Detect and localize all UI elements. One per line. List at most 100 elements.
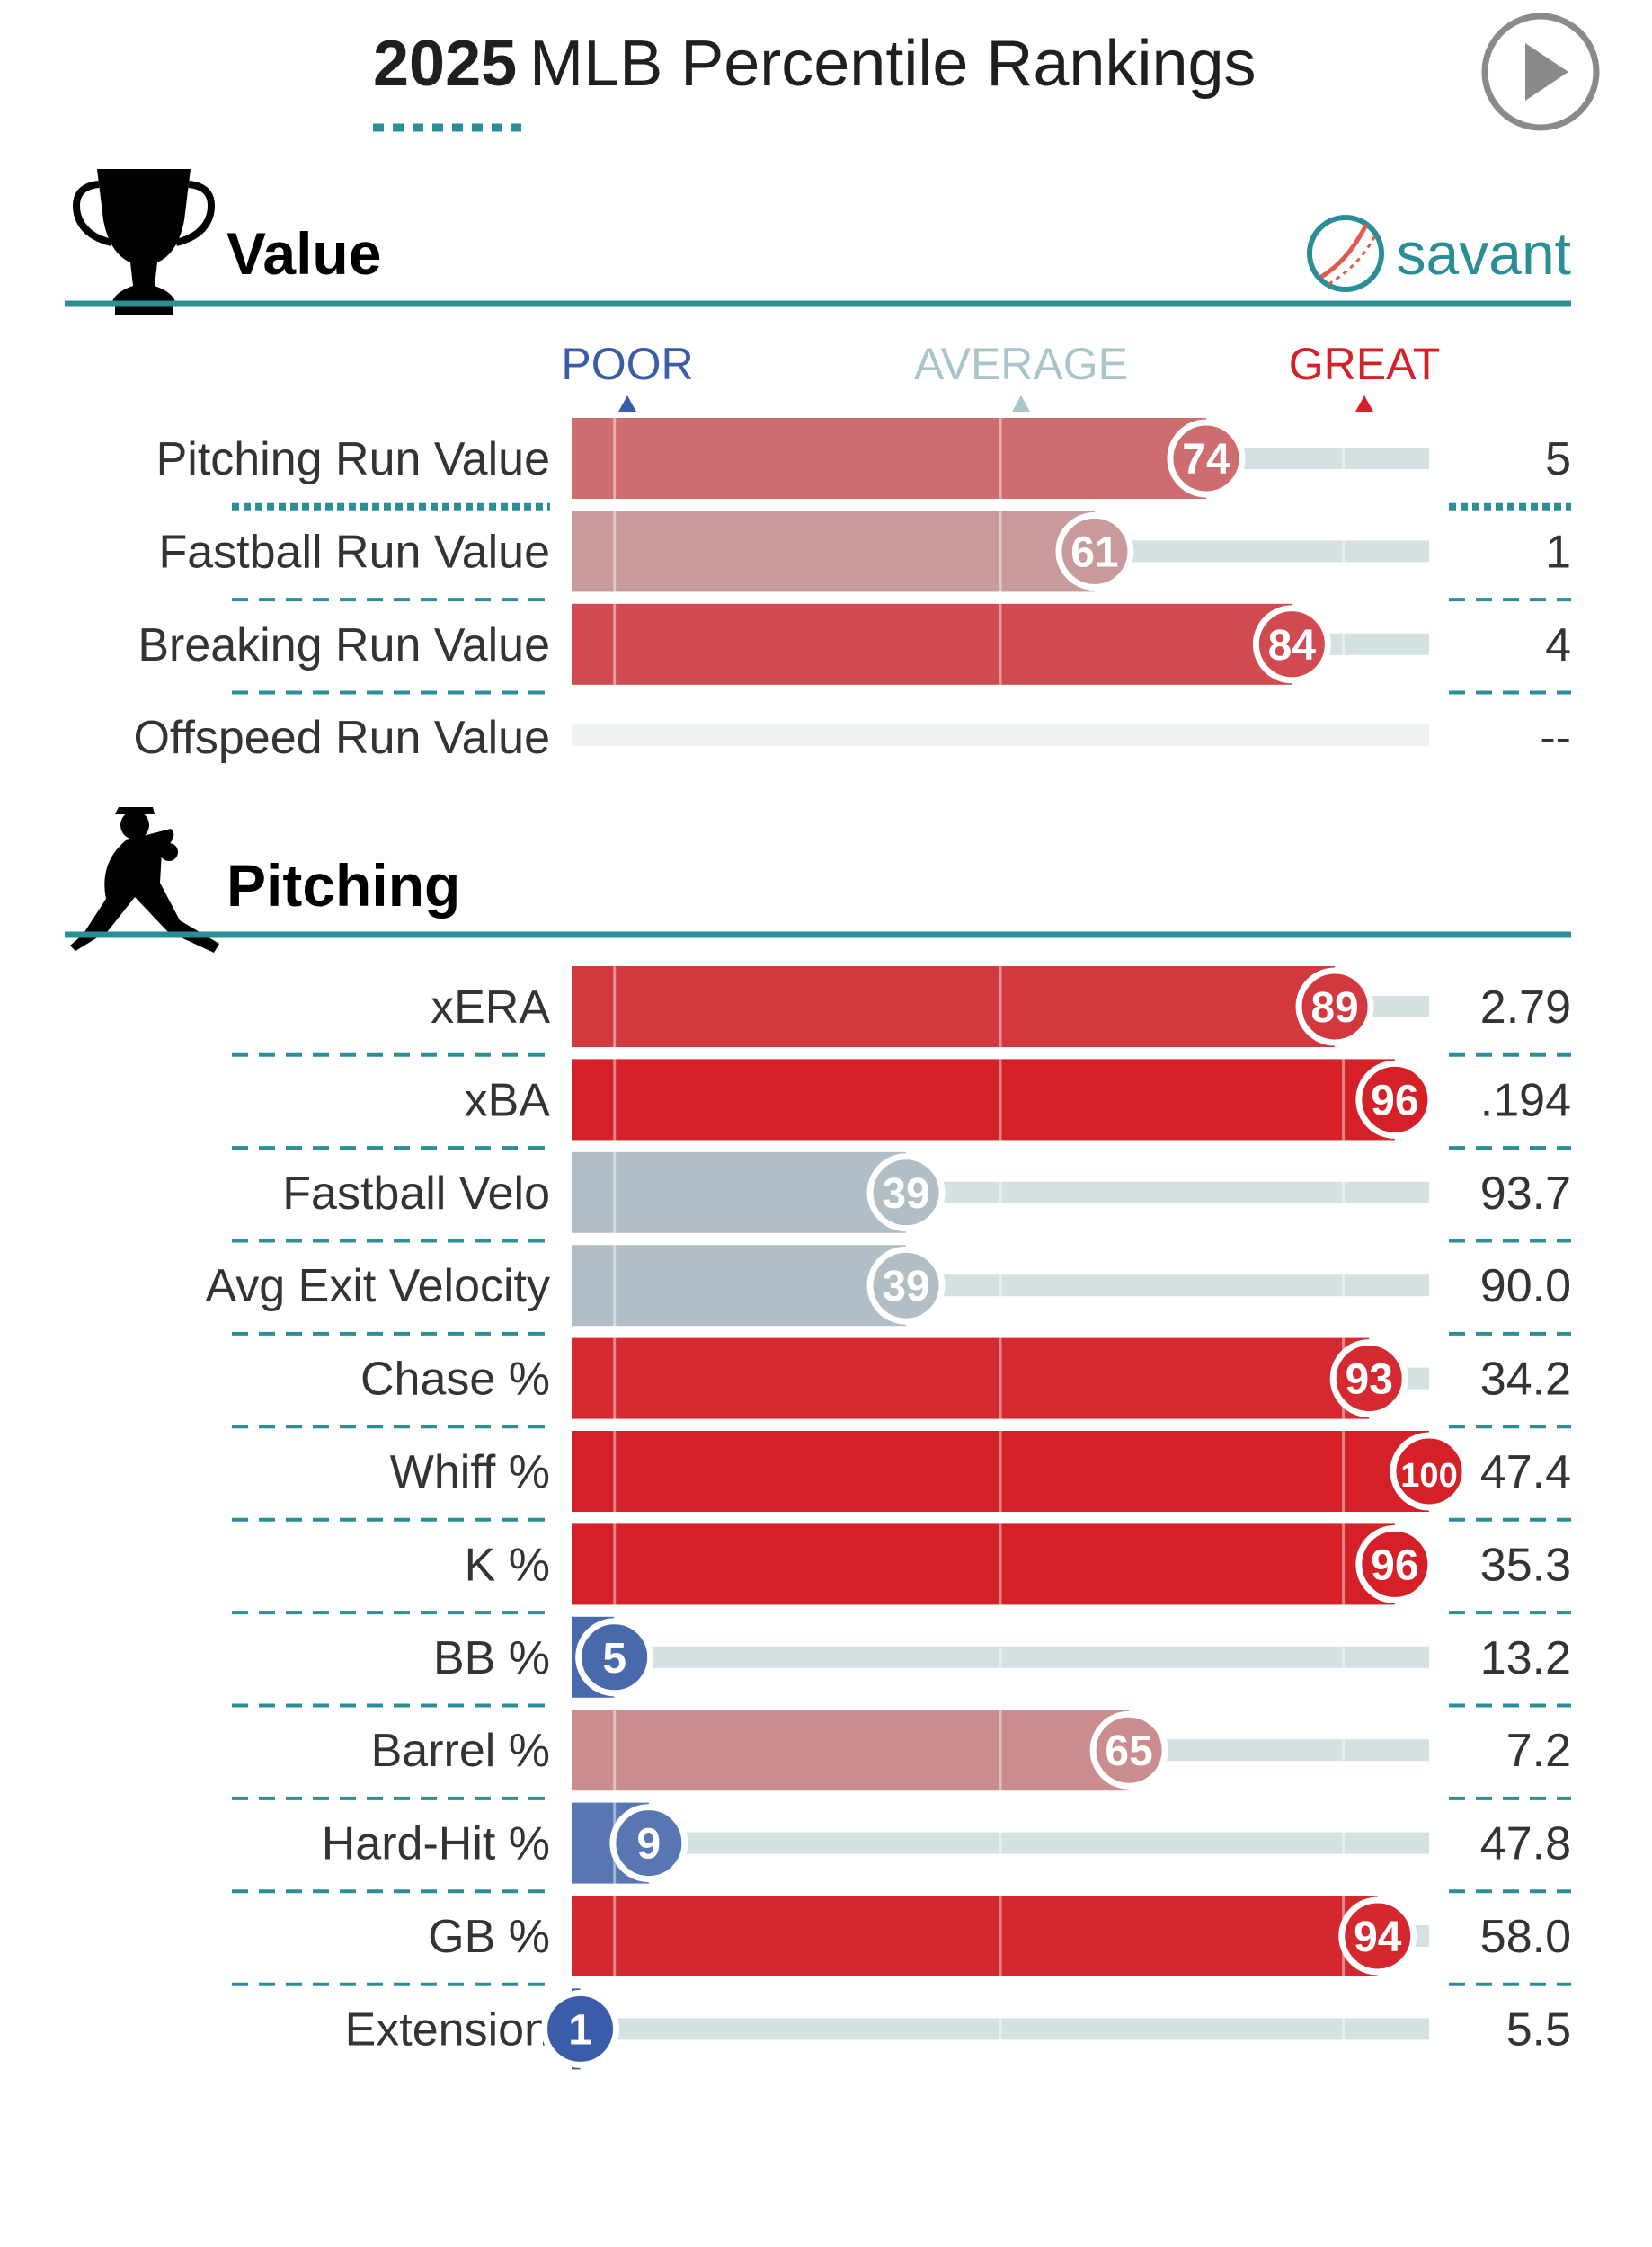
- row-label: K %: [465, 1539, 550, 1591]
- row-value: 2.79: [1480, 981, 1571, 1034]
- pitcher-icon: [70, 807, 219, 953]
- percentile-value: 1: [568, 2006, 592, 2054]
- percentile-bubble: 1: [541, 1989, 620, 2068]
- row-value: 13.2: [1480, 1632, 1571, 1684]
- row-label: Chase %: [360, 1354, 550, 1406]
- bar-track: [572, 1646, 1429, 1668]
- percentile-bubble: 89: [1295, 967, 1374, 1046]
- percentile-bubble: 39: [866, 1153, 946, 1232]
- percentile-value: 93: [1346, 1356, 1393, 1404]
- scale-great-marker: [1355, 395, 1373, 412]
- row-whiff-[interactable]: Whiff % 47.4 100: [232, 1431, 1571, 1522]
- row-label: Offspeed Run Value: [133, 712, 550, 764]
- row-hard-hit-[interactable]: Hard-Hit % 47.8 9: [232, 1802, 1571, 1894]
- row-avg-exit-velocity[interactable]: Avg Exit Velocity 90.0 39: [206, 1245, 1571, 1336]
- percentile-bar: [572, 1896, 1378, 1976]
- section-title-pitching: Pitching: [226, 852, 460, 919]
- row-fastball-velo[interactable]: Fastball Velo 93.7 39: [232, 1151, 1571, 1243]
- row-label: Hard-Hit %: [322, 1818, 550, 1870]
- row-value: 47.4: [1480, 1446, 1571, 1498]
- scale-poor-label: POOR: [561, 339, 693, 389]
- percentile-bubble: 94: [1338, 1896, 1417, 1976]
- scale-poor-marker: [618, 395, 636, 412]
- percentile-value: 5: [602, 1635, 626, 1683]
- row-value: 5: [1545, 433, 1571, 485]
- empty-track: [572, 724, 1429, 747]
- row-xera[interactable]: xERA 2.79 89: [232, 966, 1571, 1057]
- percentile-bubble: 96: [1355, 1524, 1434, 1603]
- row-label: Pitching Run Value: [156, 433, 550, 485]
- percentile-bar: [572, 1245, 907, 1327]
- percentile-bubble: 9: [609, 1804, 688, 1883]
- play-icon: [1525, 43, 1568, 101]
- row-fastball-run-value[interactable]: Fastball Run Value 1 61: [159, 511, 1572, 602]
- scale-average-marker: [1012, 395, 1030, 412]
- percentile-bubble: 74: [1167, 419, 1246, 498]
- row-k-[interactable]: K % 35.3 96: [232, 1523, 1571, 1615]
- percentile-value: 96: [1371, 1077, 1418, 1124]
- row-label: Breaking Run Value: [138, 619, 550, 671]
- row-xba[interactable]: xBA .194 96: [232, 1059, 1571, 1150]
- row-value: 1: [1545, 526, 1571, 578]
- row-label: Extension: [345, 2003, 550, 2056]
- row-label: Fastball Run Value: [159, 526, 551, 578]
- percentile-value: 61: [1070, 528, 1118, 576]
- row-label: Avg Exit Velocity: [206, 1260, 550, 1312]
- row-value: 7.2: [1506, 1725, 1571, 1777]
- baseball-icon: [1307, 215, 1384, 292]
- row-value: 90.0: [1480, 1260, 1571, 1312]
- percentile-value: 84: [1268, 622, 1317, 670]
- row-label: xBA: [465, 1074, 551, 1126]
- row-value: 58.0: [1480, 1911, 1571, 1963]
- percentile-bar: [572, 1431, 1429, 1512]
- row-value: 35.3: [1480, 1539, 1571, 1591]
- percentile-bubble: 65: [1089, 1710, 1168, 1790]
- row-breaking-run-value[interactable]: Breaking Run Value 4 84: [138, 603, 1571, 695]
- trophy-icon: [73, 169, 215, 315]
- percentile-bubble: 39: [866, 1246, 946, 1325]
- row-label: Whiff %: [390, 1446, 550, 1498]
- row-chase-[interactable]: Chase % 34.2 93: [232, 1337, 1571, 1429]
- row-extension[interactable]: Extension 5.5 1: [345, 1988, 1571, 2070]
- chart-rows: Pitching Run Value 5 74 Fastball Run Value 1…: [133, 418, 1572, 2070]
- scale-great-label: GREAT: [1289, 339, 1441, 389]
- percentile-bar: [572, 1151, 907, 1233]
- percentile-bar: [572, 418, 1206, 499]
- percentile-value: 100: [1400, 1457, 1457, 1495]
- percentile-value: 65: [1105, 1727, 1152, 1775]
- row-value: 4: [1545, 619, 1571, 671]
- percentile-bubble: 93: [1329, 1339, 1408, 1418]
- scale-labels: POOR AVERAGE GREAT: [561, 339, 1440, 412]
- row-value: 93.7: [1480, 1168, 1571, 1220]
- row-bb-[interactable]: BB % 13.2 5: [232, 1616, 1571, 1708]
- percentile-bubble: 5: [575, 1618, 654, 1697]
- percentile-bar: [572, 1059, 1395, 1141]
- percentile-bubble: 100: [1390, 1432, 1469, 1511]
- bar-track: [572, 2018, 1429, 2040]
- row-gb-[interactable]: GB % 58.0 94: [232, 1896, 1571, 1986]
- row-label: GB %: [428, 1911, 550, 1963]
- title-rest: MLB Percentile Rankings: [529, 28, 1256, 100]
- row-label: Fastball Velo: [282, 1168, 550, 1220]
- row-offspeed-run-value[interactable]: Offspeed Run Value --: [133, 712, 1571, 764]
- row-pitching-run-value[interactable]: Pitching Run Value 5 74: [156, 418, 1571, 511]
- percentile-value: 94: [1354, 1914, 1402, 1961]
- percentile-bubble: 96: [1355, 1060, 1434, 1139]
- scale-average-label: AVERAGE: [914, 339, 1128, 389]
- section-title-value: Value: [226, 220, 381, 287]
- percentile-bar: [572, 1337, 1370, 1419]
- percentile-bubble: 61: [1055, 511, 1134, 591]
- play-button[interactable]: [1481, 13, 1600, 131]
- percentile-value: 89: [1310, 984, 1358, 1032]
- percentile-value: 39: [882, 1263, 929, 1310]
- chart-title: 2025 MLB Percentile Rankings: [373, 28, 1257, 100]
- row-label: Barrel %: [371, 1725, 550, 1777]
- percentile-bar: [572, 966, 1336, 1047]
- row-barrel-[interactable]: Barrel % 7.2 65: [232, 1710, 1571, 1800]
- bar-track: [572, 1832, 1429, 1854]
- percentile-bar: [572, 1710, 1130, 1791]
- brand-name: savant: [1397, 220, 1571, 287]
- row-value: 5.5: [1506, 2003, 1571, 2056]
- percentile-value: 9: [637, 1821, 662, 1869]
